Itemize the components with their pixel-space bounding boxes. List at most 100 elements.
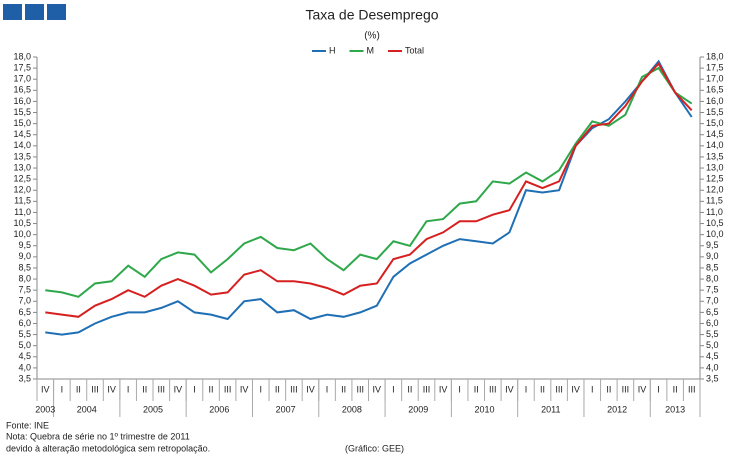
x-tick-label: III	[622, 384, 630, 394]
y2-tick-label: 16,5	[706, 85, 724, 95]
y2-tick-label: 4,0	[706, 362, 719, 372]
y-tick-label: 15,0	[13, 118, 31, 128]
y2-tick-label: 9,5	[706, 240, 719, 250]
y2-tick-label: 13,0	[706, 162, 724, 172]
x-tick-label: IV	[240, 384, 249, 394]
y2-tick-label: 18,0	[706, 51, 724, 61]
x-tick-label: IV	[373, 384, 382, 394]
x-tick-label: III	[290, 384, 298, 394]
y-tick-label: 17,0	[13, 74, 31, 84]
x-tick-label: I	[458, 384, 461, 394]
x-tick-label: II	[275, 384, 280, 394]
y2-tick-label: 11,5	[706, 196, 723, 206]
x-tick-label: III	[489, 384, 497, 394]
y-tick-label: 5,5	[18, 329, 31, 339]
x-tick-label: I	[525, 384, 528, 394]
x-tick-label: II	[142, 384, 147, 394]
y2-tick-label: 7,0	[706, 296, 719, 306]
year-label: 2005	[143, 404, 163, 414]
legend-label: H	[329, 45, 336, 55]
y2-tick-label: 12,5	[706, 174, 724, 184]
y-tick-label: 3,5	[18, 373, 31, 383]
y-tick-label: 12,5	[13, 174, 31, 184]
y-tick-label: 16,5	[13, 85, 31, 95]
y2-tick-label: 4,5	[706, 351, 719, 361]
year-label: 2008	[342, 404, 362, 414]
chart-subtitle: (%)	[364, 31, 380, 42]
y-tick-label: 18,0	[13, 51, 31, 61]
series-line	[45, 59, 693, 336]
x-tick-label: III	[158, 384, 166, 394]
year-label: 2012	[607, 404, 627, 414]
x-tick-label: II	[341, 384, 346, 394]
x-tick-label: I	[127, 384, 130, 394]
x-tick-label: II	[76, 384, 81, 394]
y2-tick-label: 12,0	[706, 185, 724, 195]
y2-tick-label: 6,5	[706, 307, 719, 317]
y2-tick-label: 8,5	[706, 262, 719, 272]
y-tick-label: 11,0	[14, 207, 31, 217]
y-tick-label: 17,5	[13, 62, 31, 72]
y-tick-label: 13,5	[13, 151, 31, 161]
x-tick-label: IV	[107, 384, 116, 394]
x-tick-label: III	[356, 384, 364, 394]
y2-tick-label: 17,0	[706, 74, 724, 84]
x-tick-label: III	[555, 384, 563, 394]
y2-tick-label: 15,5	[706, 107, 724, 117]
logo-block	[25, 4, 44, 20]
year-label: 2006	[209, 404, 229, 414]
y-tick-label: 14,5	[13, 129, 31, 139]
x-tick-label: III	[224, 384, 232, 394]
y2-tick-label: 11,0	[706, 207, 723, 217]
y2-tick-label: 17,5	[706, 62, 724, 72]
y-tick-label: 7,5	[18, 285, 31, 295]
y2-tick-label: 5,0	[706, 340, 719, 350]
x-tick-label: I	[61, 384, 64, 394]
y-tick-label: 7,0	[18, 296, 31, 306]
x-tick-label: IV	[505, 384, 514, 394]
y2-tick-label: 13,5	[706, 151, 724, 161]
y2-tick-label: 9,0	[706, 251, 719, 261]
x-tick-label: III	[688, 384, 696, 394]
x-tick-label: III	[91, 384, 99, 394]
y-tick-label: 11,5	[14, 196, 31, 206]
y-tick-label: 10,5	[13, 218, 31, 228]
year-label: 2004	[77, 404, 97, 414]
series-line	[45, 62, 693, 318]
y-tick-label: 14,0	[13, 140, 31, 150]
year-label: 2007	[276, 404, 296, 414]
x-tick-label: IV	[174, 384, 183, 394]
y2-tick-label: 10,5	[706, 218, 724, 228]
chart-title: Taxa de Desemprego	[305, 7, 438, 23]
y2-tick-label: 10,0	[706, 229, 724, 239]
y-tick-label: 6,0	[18, 318, 31, 328]
logo-block	[3, 4, 22, 20]
y2-tick-label: 5,5	[706, 329, 719, 339]
note: devido à alteração metodológica sem retr…	[6, 443, 210, 453]
x-tick-label: IV	[638, 384, 647, 394]
x-tick-label: IV	[439, 384, 448, 394]
x-tick-label: II	[606, 384, 611, 394]
x-tick-label: IV	[306, 384, 315, 394]
y-tick-label: 5,0	[18, 340, 31, 350]
y-tick-label: 16,0	[13, 96, 31, 106]
x-tick-label: I	[591, 384, 594, 394]
y-tick-label: 8,5	[18, 262, 31, 272]
source: Fonte: INE	[6, 420, 49, 430]
x-tick-label: II	[673, 384, 678, 394]
y-tick-label: 6,5	[18, 307, 31, 317]
x-tick-label: II	[474, 384, 479, 394]
y-tick-label: 15,5	[13, 107, 31, 117]
y2-tick-label: 14,0	[706, 140, 724, 150]
note: Nota: Quebra de série no 1º trimestre de…	[6, 431, 190, 441]
y-tick-label: 12,0	[13, 185, 31, 195]
x-tick-label: II	[407, 384, 412, 394]
x-tick-label: II	[540, 384, 545, 394]
year-label: 2003	[35, 404, 55, 414]
legend-label: Total	[405, 45, 424, 55]
y-tick-label: 9,0	[18, 251, 31, 261]
y-tick-label: 8,0	[18, 273, 31, 283]
logo-block	[47, 4, 66, 20]
y-tick-label: 13,0	[13, 162, 31, 172]
